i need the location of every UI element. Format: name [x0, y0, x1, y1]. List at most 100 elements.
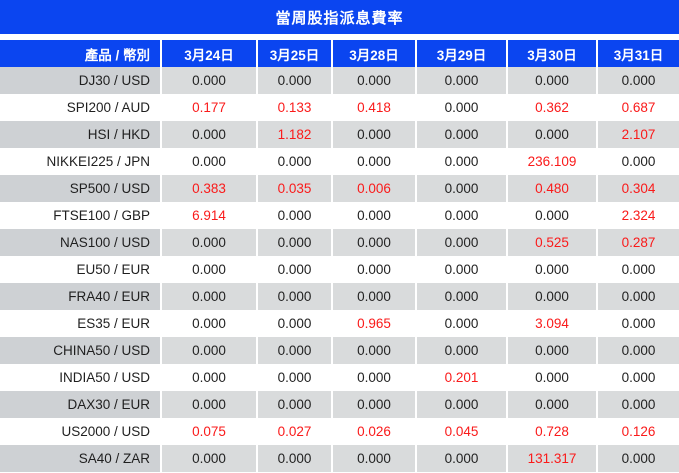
rate-value-cell: 131.317: [507, 445, 598, 472]
rate-value-cell: 0.000: [257, 310, 333, 337]
product-currency-cell: DAX30 / EUR: [0, 391, 162, 418]
product-currency-cell: US2000 / USD: [0, 418, 162, 445]
table-row: NAS100 / USD 0.000 0.000 0.000 0.000 0.525 0.2…: [0, 229, 679, 256]
rate-value-cell: 0.000: [161, 445, 258, 472]
rate-value-cell: 0.000: [332, 202, 417, 229]
product-currency-cell: SPI200 / AUD: [0, 94, 162, 121]
rate-value-cell: 0.000: [257, 229, 333, 256]
rate-value-cell: 0.000: [161, 148, 258, 175]
rate-value-cell: 0.000: [332, 445, 417, 472]
rate-value-cell: 0.000: [507, 202, 598, 229]
rate-value-cell: 0.000: [332, 283, 417, 310]
rate-value-cell: 0.000: [332, 256, 417, 283]
table-row: CHINA50 / USD 0.000 0.000 0.000 0.000 0.000 0.…: [0, 337, 679, 364]
table-row: NIKKEI225 / JPN 0.000 0.000 0.000 0.000 236.1…: [0, 148, 679, 175]
rate-value-cell: 1.182: [257, 121, 333, 148]
col-header-date: 3月25日: [257, 40, 333, 67]
rate-value-cell: 0.000: [257, 337, 333, 364]
product-currency-cell: NAS100 / USD: [0, 229, 162, 256]
col-header-date: 3月28日: [332, 40, 417, 67]
rate-value-cell: 0.000: [597, 445, 679, 472]
product-currency-cell: INDIA50 / USD: [0, 364, 162, 391]
rate-value-cell: 0.362: [507, 94, 598, 121]
rate-value-cell: 0.287: [597, 229, 679, 256]
rate-value-cell: 0.000: [507, 121, 598, 148]
rate-value-cell: 0.000: [416, 94, 508, 121]
rate-value-cell: 0.000: [507, 337, 598, 364]
rate-value-cell: 0.965: [332, 310, 417, 337]
table-row: DAX30 / EUR 0.000 0.000 0.000 0.000 0.000 0.00…: [0, 391, 679, 418]
col-header-date: 3月31日: [597, 40, 679, 67]
table-row: FRA40 / EUR 0.000 0.000 0.000 0.000 0.000 0.00…: [0, 283, 679, 310]
rate-value-cell: 0.000: [257, 148, 333, 175]
rates-table: 產品 / 幣別 3月24日 3月25日 3月28日 3月29日 3月30日 3月31日 DJ…: [0, 40, 679, 472]
product-currency-cell: DJ30 / USD: [0, 67, 162, 94]
rate-value-cell: 0.000: [507, 67, 598, 94]
rate-value-cell: 0.126: [597, 418, 679, 445]
rate-value-cell: 0.000: [161, 256, 258, 283]
rate-value-cell: 0.000: [257, 391, 333, 418]
table-row: INDIA50 / USD 0.000 0.000 0.000 0.201 0.000 0.…: [0, 364, 679, 391]
product-currency-cell: HSI / HKD: [0, 121, 162, 148]
rate-value-cell: 0.000: [507, 364, 598, 391]
rate-value-cell: 0.000: [416, 148, 508, 175]
rate-value-cell: 0.000: [332, 391, 417, 418]
rate-value-cell: 0.201: [416, 364, 508, 391]
rate-value-cell: 0.133: [257, 94, 333, 121]
rate-value-cell: 0.000: [161, 67, 258, 94]
product-currency-cell: SP500 / USD: [0, 175, 162, 202]
title-bar: 當周股指派息費率: [0, 0, 679, 34]
rate-value-cell: 0.000: [161, 364, 258, 391]
rate-value-cell: 0.000: [257, 283, 333, 310]
rate-value-cell: 0.000: [416, 229, 508, 256]
product-currency-cell: CHINA50 / USD: [0, 337, 162, 364]
product-currency-cell: FTSE100 / GBP: [0, 202, 162, 229]
product-currency-cell: ES35 / EUR: [0, 310, 162, 337]
rate-value-cell: 0.000: [416, 337, 508, 364]
rate-value-cell: 0.000: [332, 148, 417, 175]
table-row: ES35 / EUR 0.000 0.000 0.965 0.000 3.094 0.000: [0, 310, 679, 337]
table-row: HSI / HKD 0.000 1.182 0.000 0.000 0.000 2.107: [0, 121, 679, 148]
rate-value-cell: 0.000: [416, 175, 508, 202]
rate-value-cell: 0.000: [416, 391, 508, 418]
rate-value-cell: 0.000: [416, 121, 508, 148]
rate-value-cell: 0.000: [161, 283, 258, 310]
rate-value-cell: 0.000: [161, 391, 258, 418]
rate-value-cell: 0.000: [257, 445, 333, 472]
rate-value-cell: 0.027: [257, 418, 333, 445]
product-currency-cell: FRA40 / EUR: [0, 283, 162, 310]
rate-value-cell: 0.000: [597, 391, 679, 418]
rate-value-cell: 0.000: [507, 256, 598, 283]
product-currency-cell: EU50 / EUR: [0, 256, 162, 283]
rate-value-cell: 0.000: [332, 67, 417, 94]
rate-value-cell: 0.177: [161, 94, 258, 121]
rate-value-cell: 0.000: [332, 229, 417, 256]
rate-value-cell: 0.000: [257, 67, 333, 94]
header-row: 產品 / 幣別 3月24日 3月25日 3月28日 3月29日 3月30日 3月31日: [0, 40, 679, 67]
table-row: SA40 / ZAR 0.000 0.000 0.000 0.000 131.317 0.0…: [0, 445, 679, 472]
rate-value-cell: 0.000: [597, 364, 679, 391]
rate-value-cell: 0.728: [507, 418, 598, 445]
rate-value-cell: 0.000: [597, 337, 679, 364]
table-body: DJ30 / USD 0.000 0.000 0.000 0.000 0.000 0.000…: [0, 67, 679, 472]
rate-value-cell: 0.418: [332, 94, 417, 121]
rate-value-cell: 2.107: [597, 121, 679, 148]
rate-value-cell: 6.914: [161, 202, 258, 229]
rate-value-cell: 0.000: [416, 202, 508, 229]
rate-value-cell: 0.000: [416, 310, 508, 337]
table-row: SPI200 / AUD 0.177 0.133 0.418 0.000 0.362 0.6…: [0, 94, 679, 121]
rate-value-cell: 0.000: [507, 283, 598, 310]
table-row: US2000 / USD 0.075 0.027 0.026 0.045 0.728 0.1…: [0, 418, 679, 445]
rate-value-cell: 0.000: [416, 256, 508, 283]
table-row: DJ30 / USD 0.000 0.000 0.000 0.000 0.000 0.000: [0, 67, 679, 94]
rate-value-cell: 0.000: [597, 310, 679, 337]
rate-value-cell: 0.035: [257, 175, 333, 202]
table-row: SP500 / USD 0.383 0.035 0.006 0.000 0.480 0.30…: [0, 175, 679, 202]
rate-value-cell: 0.000: [257, 364, 333, 391]
col-header-date: 3月24日: [161, 40, 258, 67]
rate-value-cell: 0.026: [332, 418, 417, 445]
rate-value-cell: 0.000: [332, 121, 417, 148]
table-row: EU50 / EUR 0.000 0.000 0.000 0.000 0.000 0.000: [0, 256, 679, 283]
rate-value-cell: 0.000: [332, 337, 417, 364]
